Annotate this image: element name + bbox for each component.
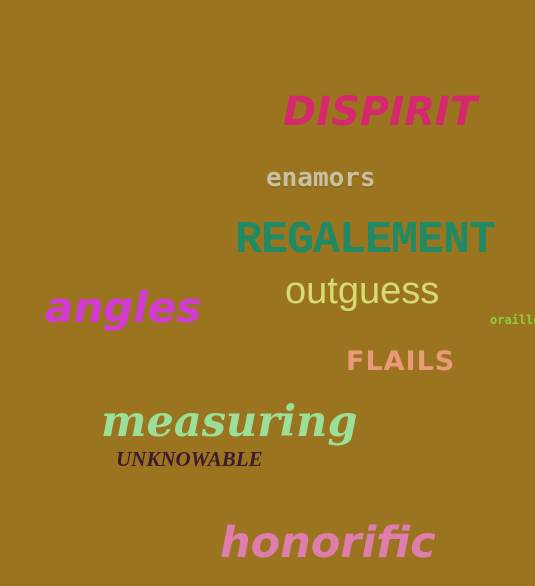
- word-unknowable: UNKNOWABLE: [116, 447, 263, 471]
- word-flails: FLAILS: [346, 346, 456, 377]
- word-dispirit: DISPIRIT: [283, 89, 478, 135]
- word-outguess: outguess: [285, 270, 440, 312]
- word-honorific: honorific: [220, 518, 436, 568]
- word-enamors: enamors: [266, 163, 376, 193]
- word-measuring: measuring: [101, 397, 358, 447]
- word-regalement: REGALEMENT: [235, 215, 496, 266]
- word-angles: angles: [45, 283, 202, 332]
- word-orailles: orailles: [490, 313, 535, 327]
